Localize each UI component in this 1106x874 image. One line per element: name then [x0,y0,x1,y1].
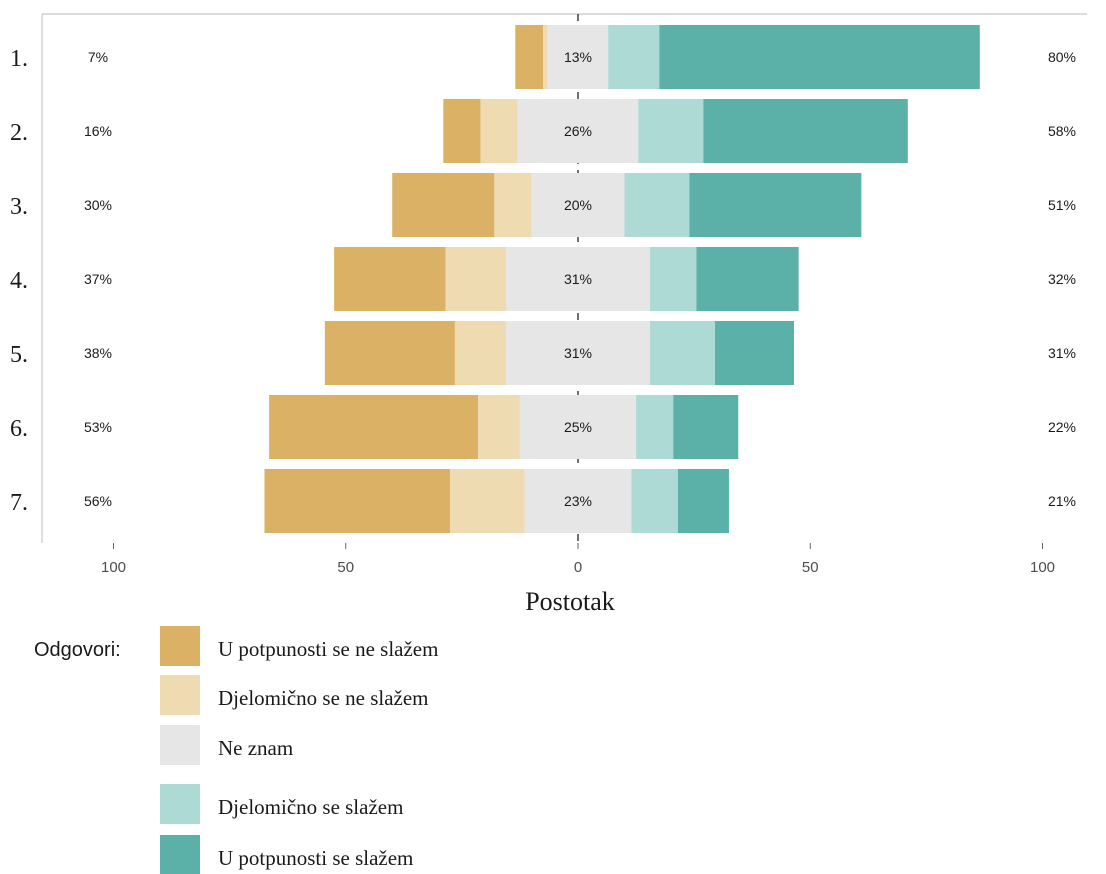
x-tick-label-5: 100 [1030,559,1055,576]
legend: U potpunosti se ne slažem Djelomično se n… [160,626,438,874]
bar-1-1 [515,25,544,89]
bar-1-3 [547,25,609,89]
legend-label-5: U potpunosti se slažem [218,846,413,870]
left-percent-6: 53% [84,419,112,435]
labels: 1. 7% 13% 80% 2. 16% 26% 58% 3. 30% 20% 51% 4. 37% 31%… [10,46,1076,516]
bar-3-5 [689,173,862,237]
center-percent-6: 25% [564,419,592,435]
left-percent-3: 30% [84,197,112,213]
bars [264,25,980,533]
left-percent-1: 7% [88,49,108,65]
bar-4-3 [506,247,650,311]
right-percent-1: 80% [1048,49,1076,65]
row-label-2: 2. [10,120,28,146]
legend-swatch-3 [160,725,200,765]
bar-3-2 [494,173,532,237]
center-percent-2: 26% [564,123,592,139]
legend-swatch-2 [160,675,200,715]
x-tick-label-1: 100 [101,559,126,576]
bar-1-5 [659,25,980,89]
bar-7-3 [524,469,632,533]
legend-swatch-4 [160,784,200,824]
legend-swatch-5 [160,835,200,874]
right-percent-4: 32% [1048,271,1076,287]
x-tick-label-2: 50 [337,559,354,576]
bar-2-3 [517,99,639,163]
bar-3-3 [531,173,625,237]
bar-3-4 [624,173,690,237]
bar-5-1 [324,321,455,385]
bar-6-2 [478,395,520,459]
x-axis: 100 50 0 50 100 [101,543,1055,576]
legend-title: Odgovori: [34,639,121,661]
bar-2-1 [443,99,481,163]
bar-1-4 [608,25,660,89]
bar-7-5 [677,469,729,533]
bar-6-5 [673,395,739,459]
x-tick-label-3: 0 [574,559,582,576]
legend-label-1: U potpunosti se ne slažem [218,637,438,661]
bar-2-2 [480,99,518,163]
bar-7-2 [450,469,525,533]
center-percent-3: 20% [564,197,592,213]
center-percent-7: 23% [564,493,592,509]
bar-2-5 [703,99,908,163]
left-percent-4: 37% [84,271,112,287]
row-label-3: 3. [10,194,28,220]
right-percent-3: 51% [1048,197,1076,213]
right-percent-5: 31% [1048,345,1076,361]
row-label-1: 1. [10,46,28,72]
legend-label-4: Djelomično se slažem [218,795,403,819]
bar-5-5 [715,321,794,385]
bar-6-3 [519,395,637,459]
left-percent-7: 56% [84,493,112,509]
right-percent-7: 21% [1048,493,1076,509]
center-percent-4: 31% [564,271,592,287]
bar-7-1 [264,469,451,533]
center-percent-1: 13% [564,49,592,65]
bar-1-2 [543,25,548,89]
left-percent-5: 38% [84,345,112,361]
bar-4-1 [334,247,446,311]
x-axis-title: Postotak [525,587,615,616]
bar-6-1 [269,395,479,459]
bar-4-5 [696,247,799,311]
center-percent-5: 31% [564,345,592,361]
bar-4-2 [445,247,506,311]
row-label-6: 6. [10,416,28,442]
bar-5-4 [650,321,716,385]
right-percent-6: 22% [1048,419,1076,435]
legend-label-2: Djelomično se ne slažem [218,686,429,710]
legend-label-3: Ne znam [218,736,293,760]
bar-3-1 [392,173,495,237]
bar-5-3 [506,321,650,385]
bar-2-4 [638,99,704,163]
bar-7-4 [631,469,678,533]
bar-4-4 [650,247,697,311]
x-tick-label-4: 50 [802,559,819,576]
row-label-4: 4. [10,268,28,294]
legend-swatch-1 [160,626,200,666]
bar-6-4 [636,395,674,459]
row-label-5: 5. [10,342,28,368]
row-label-7: 7. [10,490,28,516]
bar-5-2 [454,321,506,385]
left-percent-2: 16% [84,123,112,139]
right-percent-2: 58% [1048,123,1076,139]
